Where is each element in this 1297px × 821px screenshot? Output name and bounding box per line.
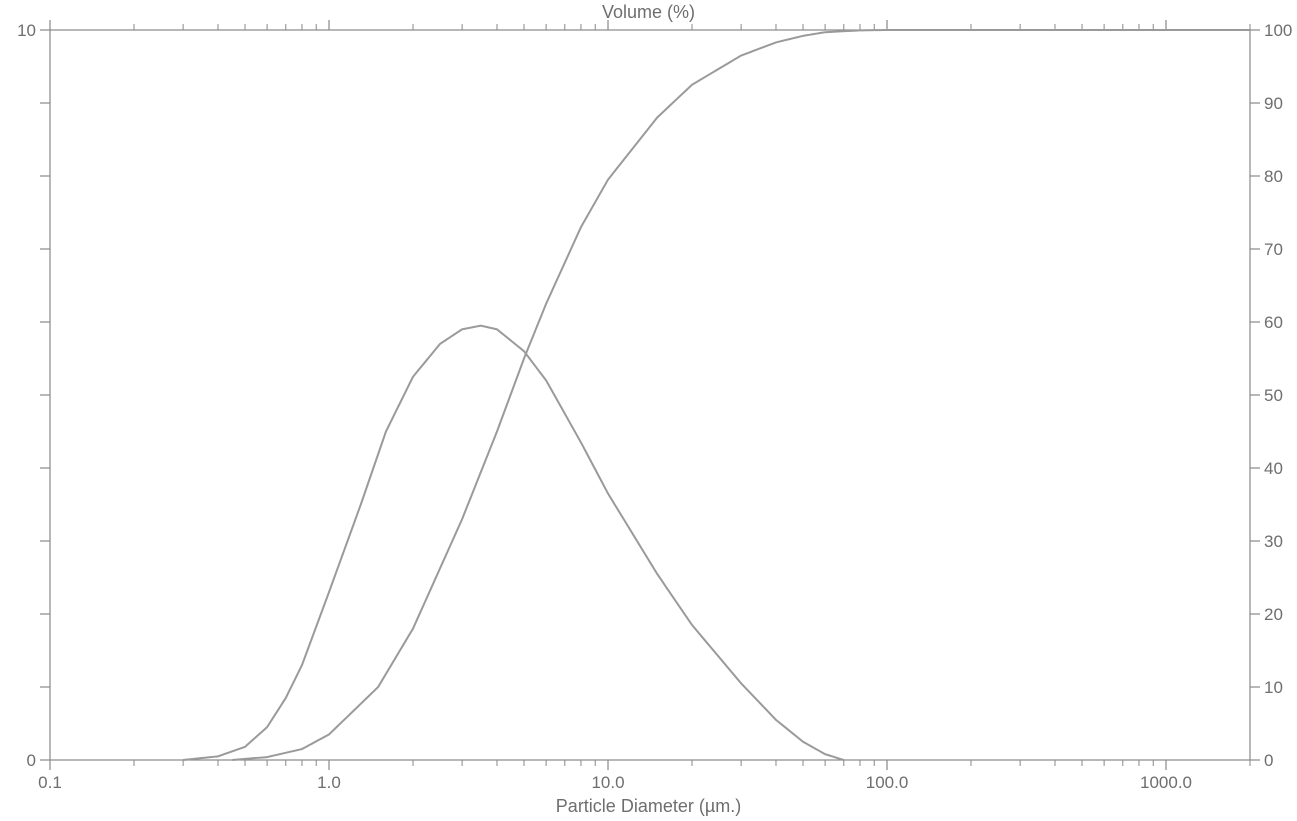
x-tick-label: 0.1 xyxy=(38,773,62,792)
y-left-tick-label: 10 xyxy=(17,21,36,40)
y-right-tick-label: 10 xyxy=(1264,678,1283,697)
y-right-tick-label: 80 xyxy=(1264,167,1283,186)
y-right-tick-label: 50 xyxy=(1264,386,1283,405)
chart-container: Volume (%) 0.11.010.0100.01000.001001020… xyxy=(0,0,1297,821)
series-differential xyxy=(183,326,844,760)
y-right-tick-label: 60 xyxy=(1264,313,1283,332)
x-tick-label: 10.0 xyxy=(591,773,624,792)
y-left-tick-label: 0 xyxy=(27,751,36,770)
y-right-tick-label: 30 xyxy=(1264,532,1283,551)
x-tick-label: 1.0 xyxy=(317,773,341,792)
y-right-tick-label: 0 xyxy=(1264,751,1273,770)
series-cumulative xyxy=(232,30,1250,760)
x-tick-label: 1000.0 xyxy=(1140,773,1192,792)
y-right-tick-label: 40 xyxy=(1264,459,1283,478)
y-right-tick-label: 20 xyxy=(1264,605,1283,624)
y-right-tick-label: 90 xyxy=(1264,94,1283,113)
chart-x-axis-label: Particle Diameter (µm.) xyxy=(0,796,1297,817)
x-tick-label: 100.0 xyxy=(866,773,909,792)
y-right-tick-label: 100 xyxy=(1264,21,1292,40)
y-right-tick-label: 70 xyxy=(1264,240,1283,259)
chart-plot-area: 0.11.010.0100.01000.00100102030405060708… xyxy=(0,0,1297,821)
